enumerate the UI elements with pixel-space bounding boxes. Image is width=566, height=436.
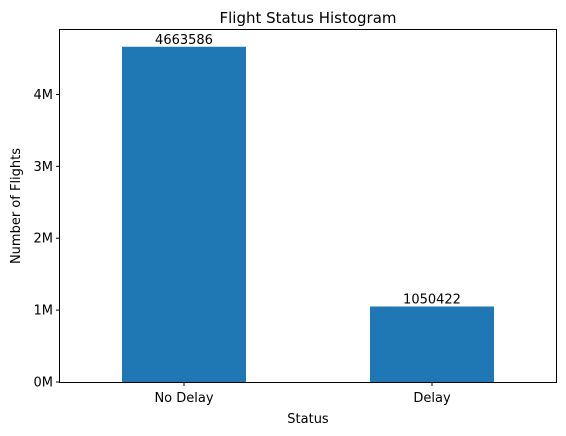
- y-axis-title: Number of Flights: [9, 148, 24, 264]
- bar-delay: [370, 306, 494, 382]
- x-tick-label: No Delay: [154, 391, 213, 406]
- y-tick-label: 3M: [34, 160, 54, 175]
- chart-title: Flight Status Histogram: [219, 9, 396, 27]
- plot-frame: [59, 29, 557, 383]
- bar-value-label: 4663586: [155, 33, 213, 48]
- bars: [122, 46, 494, 383]
- x-axis-title: Status: [287, 412, 329, 427]
- x-tick-label: Delay: [413, 391, 451, 406]
- bar-value-label: 1050422: [403, 292, 461, 307]
- y-tick-label: 1M: [34, 304, 54, 319]
- data-labels: 4663586 1050422: [155, 33, 461, 308]
- y-axis-ticks: 0M 1M 2M 3M 4M: [34, 88, 60, 391]
- y-tick-label: 2M: [34, 232, 54, 247]
- bar-no-delay: [122, 46, 246, 383]
- y-tick-label: 4M: [34, 88, 54, 103]
- y-tick-label: 0M: [34, 376, 54, 391]
- x-axis-ticks: No Delay Delay: [154, 382, 451, 406]
